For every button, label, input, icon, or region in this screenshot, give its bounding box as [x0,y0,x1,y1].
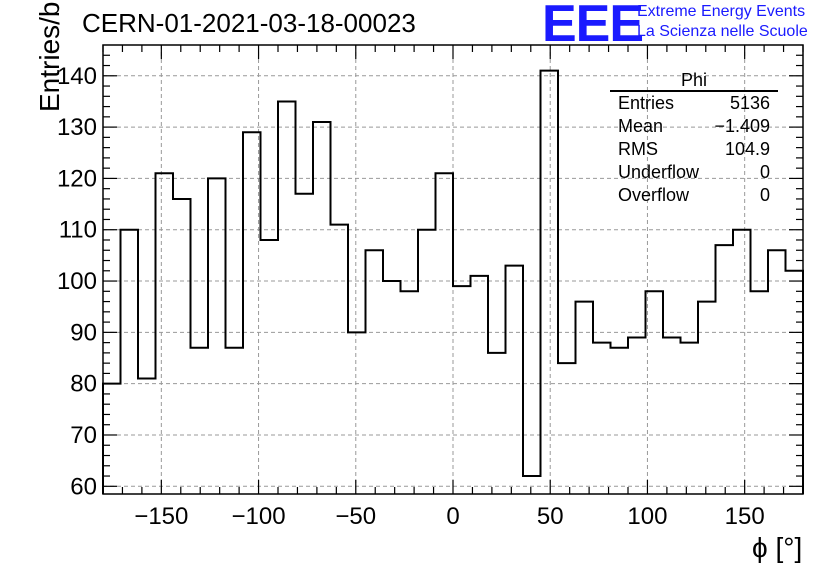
histogram-bin [418,230,436,494]
histogram-bin [681,343,699,494]
histogram-bin [243,132,261,494]
histogram-bin [173,199,191,494]
stats-value: −1.409 [714,116,770,136]
histogram-bin [156,173,174,494]
histogram-bin [366,250,384,494]
stats-box: Phi Entries 5136 Mean −1.409 RMS 104.9 U… [610,70,778,207]
histogram-bin [541,71,559,494]
histogram-bin [348,332,366,494]
histogram-bin [331,225,349,494]
stats-row-entries: Entries 5136 [610,92,778,115]
stats-value: 5136 [729,93,770,113]
y-tick-label: 110 [59,217,97,244]
x-tick-label: −150 [134,503,188,530]
y-tick-label: 60 [70,473,97,500]
histogram-bin [698,302,716,494]
histogram-bin [278,101,296,494]
histogram-bin [751,291,769,494]
y-tick-label: 140 [57,63,97,90]
stats-label: Overflow [618,185,690,205]
histogram-bin [663,337,681,494]
run-title: CERN-01-2021-03-18-00023 [82,8,416,38]
x-tick-label: 100 [627,503,667,530]
x-tick-label: −50 [335,503,376,530]
y-tick-label: 90 [70,319,97,346]
x-tick-label: −100 [232,503,286,530]
stats-value: 104.9 [724,139,770,159]
y-tick-label: 130 [57,114,97,141]
histogram-bin [138,379,156,494]
histogram-outline [102,69,804,494]
histogram-bin [261,240,279,494]
histogram-bin [628,337,646,494]
stats-row-rms: RMS 104.9 [610,138,778,161]
y-tick-label: 70 [70,422,97,449]
histogram-bin [506,266,524,494]
x-axis-label: ϕ [°] [752,532,803,563]
stats-value: 0 [759,162,770,182]
histogram-bin [226,348,244,494]
logo-subtitle-line1: Extreme Energy Events [637,3,806,20]
stats-label: Mean [618,116,664,136]
histogram-bin [103,384,121,494]
stats-row-overflow: Overflow 0 [610,184,778,207]
x-tick-label: 0 [446,503,459,530]
stats-row-mean: Mean −1.409 [610,115,778,138]
histogram-bin [313,122,331,494]
histogram-bin [786,271,804,494]
y-axis-label: Entries/bin [34,0,65,112]
eee-logo: EEE [542,0,644,53]
y-tick-label: 100 [57,268,97,295]
stats-label: Entries [618,93,675,113]
stats-row-underflow: Underflow 0 [610,161,778,184]
logo-subtitle-line2: La Scienza nelle Scuole [637,23,808,40]
histogram-bin [523,476,541,494]
histogram-bin [716,245,734,494]
histogram-bin [383,281,401,494]
histogram-bin [121,230,139,494]
histogram-bin [471,276,489,494]
histogram-bin [191,348,209,494]
histogram-bin [768,250,786,494]
y-tick-label: 120 [57,165,97,192]
histogram-bin [453,286,471,494]
stats-value: 0 [759,185,770,205]
histogram-bin [576,302,594,494]
histogram-bin [208,178,226,494]
stats-box-title: Phi [610,70,778,92]
stats-label: RMS [618,139,658,159]
histogram-bin [733,230,751,494]
histogram-bin [436,173,454,494]
histogram-bin [401,291,419,494]
histogram-bin [558,363,576,494]
histogram-bin [296,194,314,494]
histogram-bin [646,291,664,494]
stats-label: Underflow [618,162,700,182]
histogram-bin [488,353,506,494]
x-tick-label: 150 [725,503,765,530]
histogram-bin [611,348,629,494]
histogram-bin [593,343,611,494]
y-tick-label: 80 [70,371,97,398]
x-tick-label: 50 [537,503,564,530]
